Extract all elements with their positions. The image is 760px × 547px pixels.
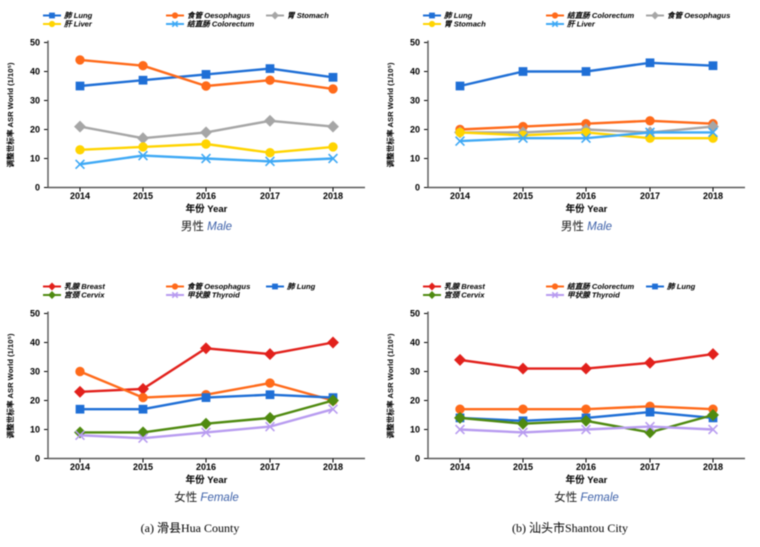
svg-text:2014: 2014: [450, 191, 470, 201]
svg-text:0: 0: [35, 183, 40, 193]
svg-text:20: 20: [30, 125, 40, 135]
svg-text:年份 Year: 年份 Year: [186, 203, 228, 215]
svg-text:40: 40: [410, 338, 420, 348]
svg-text:10: 10: [30, 425, 40, 435]
svg-text:2014: 2014: [450, 462, 470, 472]
svg-text:20: 20: [410, 396, 420, 406]
svg-text:40: 40: [30, 67, 40, 77]
svg-text:30: 30: [410, 367, 420, 377]
svg-text:2015: 2015: [513, 462, 533, 472]
svg-text:0: 0: [415, 183, 420, 193]
svg-text:50: 50: [30, 38, 40, 48]
svg-text:2017: 2017: [260, 462, 280, 472]
svg-text:0: 0: [415, 454, 420, 464]
svg-text:50: 50: [410, 38, 420, 48]
svg-text:30: 30: [30, 96, 40, 106]
svg-text:2015: 2015: [133, 462, 153, 472]
svg-text:女性 Female: 女性 Female: [554, 490, 619, 504]
svg-text:2017: 2017: [640, 191, 660, 201]
svg-text:男性 Male: 男性 Male: [561, 219, 612, 233]
svg-text:10: 10: [410, 425, 420, 435]
svg-text:2016: 2016: [196, 191, 216, 201]
svg-text:调整世标率 ASR World (1/10⁵): 调整世标率 ASR World (1/10⁵): [5, 62, 15, 168]
svg-text:甲状腺 Thyroid: 甲状腺 Thyroid: [187, 291, 240, 300]
svg-text:30: 30: [410, 96, 420, 106]
svg-text:女性 Female: 女性 Female: [174, 490, 239, 504]
svg-text:肝 Liver: 肝 Liver: [566, 20, 596, 29]
svg-text:10: 10: [410, 154, 420, 164]
svg-text:0: 0: [35, 454, 40, 464]
svg-text:2014: 2014: [70, 191, 90, 201]
svg-text:2018: 2018: [323, 462, 343, 472]
svg-text:2017: 2017: [260, 191, 280, 201]
svg-text:2016: 2016: [576, 462, 596, 472]
svg-text:年份 Year: 年份 Year: [566, 474, 608, 486]
svg-text:宫颈 Cervix: 宫颈 Cervix: [444, 291, 485, 300]
svg-text:40: 40: [410, 67, 420, 77]
svg-text:男性 Male: 男性 Male: [181, 219, 232, 233]
svg-text:20: 20: [30, 396, 40, 406]
svg-text:肺 Lung: 肺 Lung: [286, 282, 316, 291]
svg-text:2016: 2016: [196, 462, 216, 472]
svg-text:2018: 2018: [703, 191, 723, 201]
svg-text:20: 20: [410, 125, 420, 135]
svg-text:肺 Lung: 肺 Lung: [666, 282, 696, 291]
svg-text:2014: 2014: [70, 462, 90, 472]
svg-text:宫颈 Cervix: 宫颈 Cervix: [64, 291, 105, 300]
svg-text:年份 Year: 年份 Year: [566, 203, 608, 215]
svg-text:年份 Year: 年份 Year: [186, 474, 228, 486]
svg-text:40: 40: [30, 338, 40, 348]
svg-text:胃 Stomach: 胃 Stomach: [444, 20, 486, 29]
svg-text:食管 Oesophagus: 食管 Oesophagus: [667, 11, 730, 20]
svg-text:胃 Stomach: 胃 Stomach: [287, 11, 329, 20]
svg-text:2018: 2018: [323, 191, 343, 201]
svg-text:2016: 2016: [576, 191, 596, 201]
svg-text:50: 50: [410, 309, 420, 319]
svg-text:2018: 2018: [703, 462, 723, 472]
svg-text:2015: 2015: [133, 191, 153, 201]
svg-text:肝 Liver: 肝 Liver: [63, 20, 93, 29]
svg-text:结直肠 Colorectum: 结直肠 Colorectum: [187, 20, 254, 29]
svg-text:调整世标率 ASR World (1/10⁵): 调整世标率 ASR World (1/10⁵): [385, 333, 395, 439]
svg-text:30: 30: [30, 367, 40, 377]
svg-text:2015: 2015: [513, 191, 533, 201]
svg-text:50: 50: [30, 309, 40, 319]
svg-text:调整世标率 ASR World (1/10⁵): 调整世标率 ASR World (1/10⁵): [385, 62, 395, 168]
svg-text:甲状腺 Thyroid: 甲状腺 Thyroid: [567, 291, 620, 300]
svg-text:调整世标率 ASR World (1/10⁵): 调整世标率 ASR World (1/10⁵): [5, 333, 15, 439]
svg-text:2017: 2017: [640, 462, 660, 472]
svg-text:10: 10: [30, 154, 40, 164]
